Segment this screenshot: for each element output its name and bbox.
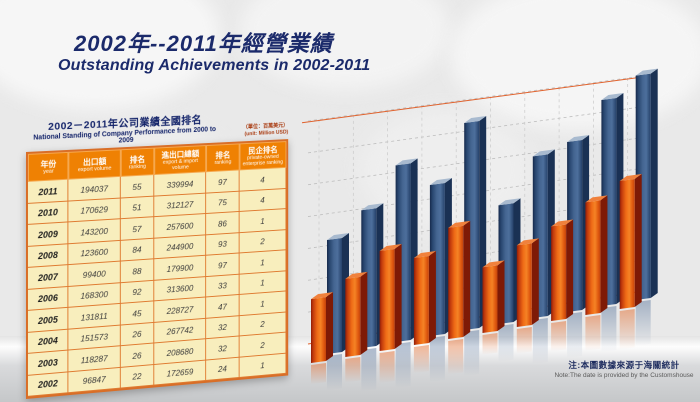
column-header-ranking: 排名 ranking <box>120 147 155 178</box>
value-cell: 172659 <box>154 360 207 386</box>
value-cell: 75 <box>206 191 240 215</box>
value-cell: 93 <box>206 232 240 256</box>
year-cell: 2008 <box>27 244 69 269</box>
value-cell: 1 <box>239 353 287 379</box>
year-cell: 2007 <box>27 265 69 290</box>
value-cell: 45 <box>120 301 155 326</box>
value-cell: 97 <box>206 170 240 194</box>
value-cell: 92 <box>120 280 155 305</box>
value-cell: 32 <box>206 315 240 340</box>
title-zh: 2002年--2011年經營業績 <box>74 31 333 56</box>
value-cell: 88 <box>120 259 155 283</box>
source-note-en: Note:The date is provided by the Customs… <box>554 372 694 379</box>
value-cell: 24 <box>206 357 240 382</box>
column-header-export: 出口額 export volume <box>68 149 121 180</box>
value-cell: 22 <box>120 364 155 389</box>
title-en: Outstanding Achievements in 2002-2011 <box>58 57 371 74</box>
value-cell: 84 <box>120 238 155 262</box>
source-note-zh: 注:本圖數據來源于海關統計 <box>568 360 680 370</box>
value-cell: 33 <box>206 274 240 298</box>
value-cell: 57 <box>120 217 155 241</box>
year-cell: 2010 <box>27 201 69 226</box>
value-cell: 26 <box>120 322 155 347</box>
value-cell: 97 <box>206 253 240 277</box>
column-header-ranking2: 排名 ranking <box>206 143 240 173</box>
column-header-year: 年份 year <box>27 151 69 183</box>
page-title: 2002年--2011年經營業績 Outstanding Achievement… <box>58 26 370 75</box>
table-unit: （單位：百萬美元） (unit: Million USD) <box>223 123 288 139</box>
table-body: 2011 194037 55 339994 97 4 2010 170629 51 312127 7… <box>27 168 287 398</box>
value-cell: 47 <box>206 295 240 319</box>
map-shape <box>450 0 700 130</box>
value-cell: 26 <box>120 343 155 368</box>
year-cell: 2009 <box>27 222 69 247</box>
value-cell: 4 <box>239 188 287 213</box>
value-cell: 194037 <box>68 177 121 202</box>
column-header-private: 民企排名 private-owned enterprise ranking <box>239 141 287 171</box>
value-cell: 51 <box>120 196 155 220</box>
source-note: 注:本圖數據來源于海關統計 Note:The date is provided … <box>538 359 700 379</box>
value-cell: 4 <box>239 168 287 192</box>
year-cell: 2011 <box>27 179 69 204</box>
value-cell: 96847 <box>68 367 121 394</box>
year-cell: 2002 <box>27 372 69 398</box>
value-cell: 55 <box>120 175 155 199</box>
column-header-total: 進出口總額 export & import volume <box>154 145 207 176</box>
value-cell: 86 <box>206 212 240 236</box>
table: 年份 year 出口額 export volume 排名 ranking 進出口… <box>26 139 289 400</box>
value-cell: 32 <box>206 336 240 361</box>
performance-table: 2002－2011年公司業績全國排名 National Standing of … <box>26 108 289 400</box>
